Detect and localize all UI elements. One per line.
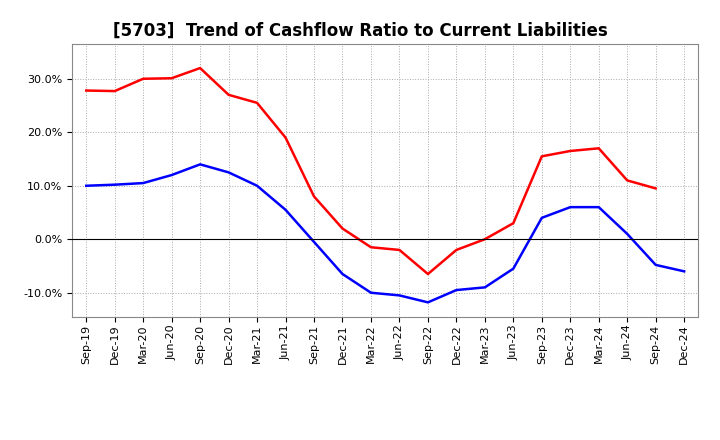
Operating CF to Current Liabilities (452, 247, 461, 253)
Operating CF to Current Liabilities (282, 135, 290, 140)
Free CF to Current Liabilities (566, 205, 575, 210)
Free CF to Current Liabilities (395, 293, 404, 298)
Operating CF to Current Liabilities (395, 247, 404, 253)
Operating CF to Current Liabilities (139, 76, 148, 81)
Free CF to Current Liabilities (423, 300, 432, 305)
Free CF to Current Liabilities (196, 162, 204, 167)
Operating CF to Current Liabilities (423, 271, 432, 277)
Free CF to Current Liabilities (623, 231, 631, 237)
Free CF to Current Liabilities (480, 285, 489, 290)
Operating CF to Current Liabilities (509, 220, 518, 226)
Line: Free CF to Current Liabilities: Free CF to Current Liabilities (86, 165, 684, 302)
Free CF to Current Liabilities (139, 180, 148, 186)
Free CF to Current Liabilities (537, 215, 546, 220)
Free CF to Current Liabilities (82, 183, 91, 188)
Free CF to Current Liabilities (253, 183, 261, 188)
Free CF to Current Liabilities (282, 207, 290, 213)
Operating CF to Current Liabilities (82, 88, 91, 93)
Text: [5703]  Trend of Cashflow Ratio to Current Liabilities: [5703] Trend of Cashflow Ratio to Curren… (112, 22, 608, 40)
Free CF to Current Liabilities (652, 262, 660, 268)
Free CF to Current Liabilities (225, 170, 233, 175)
Operating CF to Current Liabilities (623, 178, 631, 183)
Operating CF to Current Liabilities (480, 237, 489, 242)
Free CF to Current Liabilities (509, 266, 518, 271)
Free CF to Current Liabilities (680, 269, 688, 274)
Free CF to Current Liabilities (366, 290, 375, 295)
Free CF to Current Liabilities (338, 271, 347, 277)
Operating CF to Current Liabilities (310, 194, 318, 199)
Operating CF to Current Liabilities (167, 76, 176, 81)
Line: Operating CF to Current Liabilities: Operating CF to Current Liabilities (86, 68, 656, 274)
Free CF to Current Liabilities (310, 239, 318, 245)
Operating CF to Current Liabilities (595, 146, 603, 151)
Free CF to Current Liabilities (595, 205, 603, 210)
Operating CF to Current Liabilities (537, 154, 546, 159)
Operating CF to Current Liabilities (110, 88, 119, 94)
Operating CF to Current Liabilities (366, 245, 375, 250)
Free CF to Current Liabilities (110, 182, 119, 187)
Operating CF to Current Liabilities (338, 226, 347, 231)
Operating CF to Current Liabilities (652, 186, 660, 191)
Operating CF to Current Liabilities (225, 92, 233, 97)
Free CF to Current Liabilities (452, 287, 461, 293)
Free CF to Current Liabilities (167, 172, 176, 178)
Operating CF to Current Liabilities (253, 100, 261, 106)
Operating CF to Current Liabilities (566, 148, 575, 154)
Operating CF to Current Liabilities (196, 66, 204, 71)
